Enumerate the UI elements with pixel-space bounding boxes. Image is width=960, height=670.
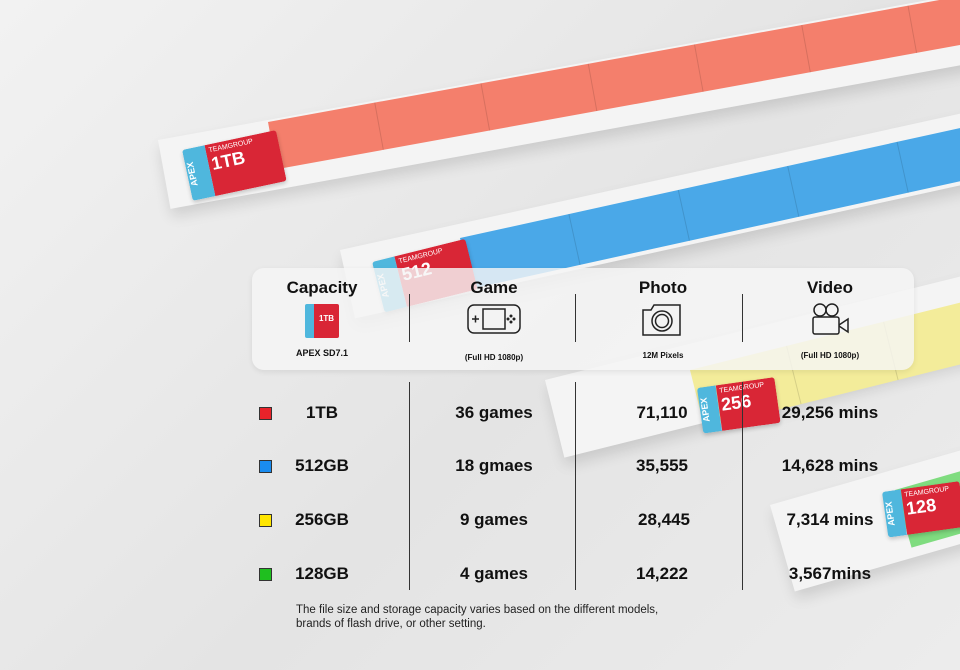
color-swatch-green <box>259 568 272 581</box>
divider <box>742 294 743 342</box>
color-swatch-red <box>259 407 272 420</box>
camera-icon <box>642 304 681 336</box>
divider <box>409 294 410 342</box>
divider <box>575 382 576 590</box>
disclaimer-note: The file size and storage capacity varie… <box>296 604 659 630</box>
color-swatch-yellow <box>259 514 272 527</box>
table-header: Capacity 1TB APEX SD7.1 Game (Full HD 10… <box>252 268 914 370</box>
storage-bar-blue <box>460 117 960 289</box>
divider <box>575 294 576 342</box>
sd-card-icon: 1TB <box>305 304 339 338</box>
divider <box>742 382 743 590</box>
header-capacity: Capacity 1TB APEX SD7.1 <box>286 278 358 358</box>
header-game: Game (Full HD 1080p) <box>464 278 524 362</box>
color-swatch-blue <box>259 460 272 473</box>
divider <box>409 382 410 590</box>
video-camera-icon <box>812 303 849 335</box>
header-video: Video (Full HD 1080p) <box>800 278 860 360</box>
header-photo: Photo 12M Pixels <box>638 278 688 360</box>
handheld-console-icon <box>467 304 521 334</box>
